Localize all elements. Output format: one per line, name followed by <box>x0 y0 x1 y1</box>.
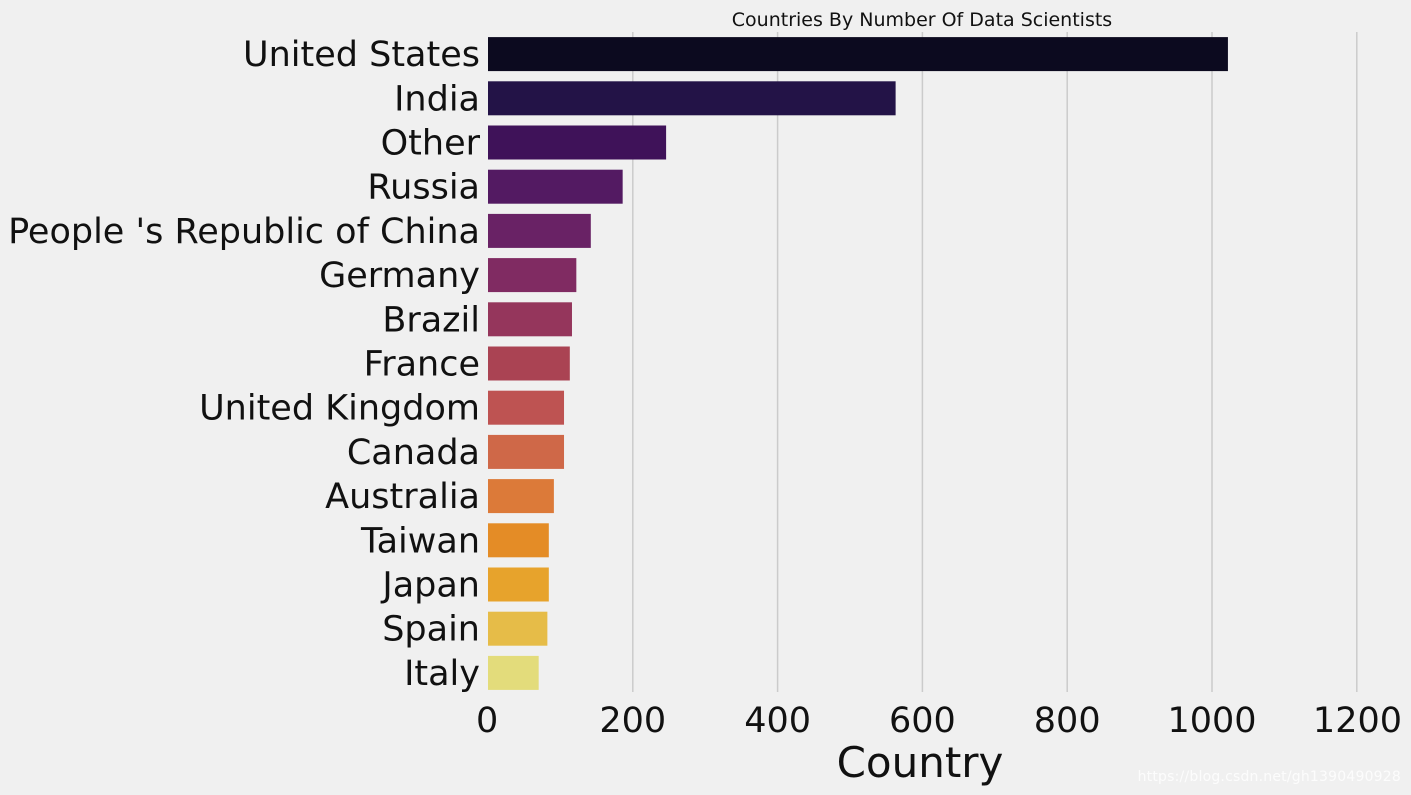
bar-people-s-republic-of-china <box>488 213 591 248</box>
watermark: https://blog.csdn.net/gh1390490928 <box>1137 769 1401 785</box>
x-tick-label: 400 <box>744 701 811 741</box>
x-tick-label: 800 <box>1034 701 1101 741</box>
bar-australia <box>488 479 554 514</box>
y-tick-label: United Kingdom <box>199 389 480 429</box>
x-tick-label: 200 <box>599 701 666 741</box>
bar-russia <box>488 169 623 204</box>
y-tick-label: People 's Republic of China <box>8 212 480 252</box>
bar-united-states <box>488 37 1228 72</box>
bar-india <box>488 81 896 116</box>
bar-japan <box>488 567 549 602</box>
chart-title: Countries By Number Of Data Scientists <box>732 9 1112 31</box>
x-tick-labels: 0 200 400 600 800 1000 1200 <box>476 701 1402 741</box>
bar-france <box>488 346 570 381</box>
bars <box>488 37 1228 690</box>
y-tick-label: Spain <box>382 610 480 650</box>
bar-italy <box>488 655 539 690</box>
y-tick-label: Taiwan <box>360 521 480 561</box>
x-axis-label: Country <box>837 738 1004 787</box>
y-tick-label: Italy <box>404 654 480 694</box>
x-tick-label: 1200 <box>1313 701 1402 741</box>
y-tick-label: Germany <box>319 256 480 296</box>
x-tick-label: 1000 <box>1167 701 1256 741</box>
grid-lines <box>632 32 1358 692</box>
bar-united-kingdom <box>488 390 565 425</box>
bar-spain <box>488 611 548 646</box>
bar-taiwan <box>488 523 549 558</box>
bar-other <box>488 125 667 160</box>
bar-canada <box>488 434 565 469</box>
y-tick-label: Other <box>381 124 481 164</box>
bar-germany <box>488 258 577 293</box>
bar-brazil <box>488 302 572 337</box>
y-tick-label: Russia <box>367 168 480 208</box>
x-tick-label: 600 <box>889 701 956 741</box>
x-tick-label: 0 <box>476 701 498 741</box>
y-tick-label: Australia <box>325 477 480 517</box>
y-tick-label: Canada <box>347 433 480 473</box>
y-tick-label: United States <box>243 35 480 75</box>
y-tick-label: Brazil <box>382 300 480 340</box>
y-tick-label: Japan <box>380 566 480 606</box>
y-tick-label: India <box>394 79 480 119</box>
y-tick-label: France <box>364 345 480 385</box>
